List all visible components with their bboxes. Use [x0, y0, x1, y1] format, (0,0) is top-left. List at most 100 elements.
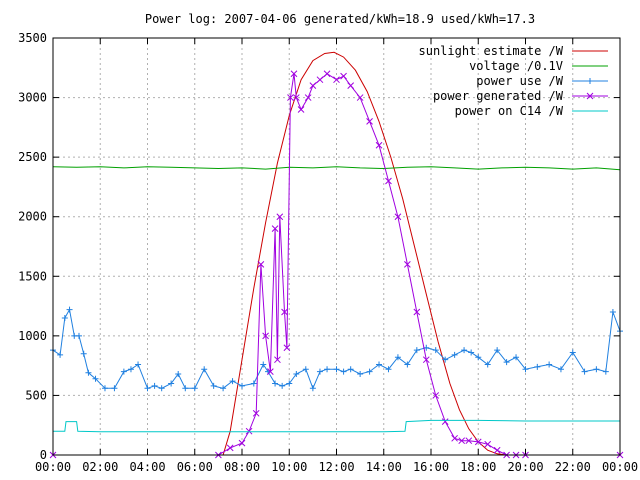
- data-point: [292, 94, 300, 101]
- data-point: [432, 392, 440, 399]
- data-point: [201, 366, 208, 373]
- legend-entry-power-on-c14-w: power on C14 /W: [455, 104, 608, 118]
- data-point: [262, 332, 269, 340]
- data-point: [366, 118, 373, 125]
- data-point: [283, 344, 291, 352]
- chart-title: Power log: 2007-04-06 generated/kWh=18.9…: [145, 12, 535, 26]
- data-point: [309, 385, 316, 392]
- data-point: [347, 82, 355, 90]
- data-point: [75, 332, 82, 339]
- data-point: [57, 351, 64, 358]
- data-point: [609, 309, 616, 316]
- data-point: [458, 437, 466, 445]
- x-tick-label: 04:00: [129, 460, 165, 474]
- x-tick-label: 08:00: [224, 460, 260, 474]
- data-point: [281, 308, 288, 316]
- data-point: [494, 347, 501, 354]
- y-tick-label: 2500: [18, 150, 47, 164]
- x-tick-label: 06:00: [177, 460, 213, 474]
- data-point: [182, 385, 189, 392]
- data-point: [557, 366, 564, 373]
- data-point: [333, 76, 340, 84]
- data-point: [101, 385, 108, 392]
- data-point: [302, 366, 309, 373]
- x-tick-label: 00:00: [602, 460, 638, 474]
- data-point: [323, 70, 331, 78]
- data-point: [465, 437, 473, 445]
- data-point: [245, 427, 253, 435]
- data-point: [226, 444, 234, 452]
- series-power-use-w: [50, 306, 623, 392]
- x-tick-label: 14:00: [366, 460, 402, 474]
- data-point: [475, 354, 482, 361]
- legend-entry-voltage-0-1v: voltage /0.1V: [469, 59, 608, 73]
- data-point: [432, 347, 439, 354]
- x-tick-label: 02:00: [82, 460, 118, 474]
- data-point: [276, 213, 284, 221]
- data-point: [297, 106, 305, 113]
- data-point: [111, 385, 118, 392]
- data-point: [340, 368, 347, 375]
- data-point: [168, 380, 175, 387]
- data-point: [451, 434, 458, 442]
- data-point: [340, 72, 347, 80]
- data-point: [385, 366, 392, 373]
- data-point: [238, 439, 246, 447]
- x-tick-label: 20:00: [507, 460, 543, 474]
- data-point: [522, 366, 529, 373]
- series-voltage-0-1v: [52, 166, 621, 171]
- data-point: [266, 368, 274, 375]
- data-point: [274, 356, 281, 364]
- data-point: [569, 349, 576, 356]
- data-point: [191, 385, 198, 392]
- data-point: [513, 354, 520, 361]
- data-point: [602, 368, 609, 375]
- series-line: [53, 419, 620, 433]
- data-point: [304, 94, 312, 101]
- data-point: [593, 366, 600, 373]
- data-point: [333, 366, 340, 373]
- data-point: [316, 368, 323, 375]
- y-axis: 0 500 1000 1500 2000 2500 3000 3500: [18, 31, 620, 462]
- legend-entry-power-use-w: power use /W: [476, 74, 608, 88]
- data-point: [461, 347, 468, 354]
- data-point: [546, 361, 553, 368]
- plot-frame: [52, 37, 621, 456]
- data-point: [257, 261, 265, 268]
- data-point: [385, 177, 392, 185]
- y-tick-label: 500: [25, 388, 47, 402]
- y-tick-label: 2000: [18, 210, 47, 224]
- legend-label: power on C14 /W: [455, 104, 564, 118]
- y-tick-label: 3500: [18, 31, 47, 45]
- y-tick-label: 1500: [18, 269, 47, 283]
- data-point: [442, 356, 449, 363]
- data-point: [92, 375, 99, 382]
- data-point: [271, 225, 279, 232]
- data-point: [272, 380, 279, 387]
- data-point: [135, 361, 142, 368]
- data-point: [175, 370, 182, 377]
- x-tick-label: 10:00: [271, 460, 307, 474]
- data-point: [127, 366, 134, 373]
- data-point: [260, 361, 267, 368]
- data-point: [586, 92, 594, 100]
- data-point: [356, 94, 364, 101]
- legend-label: power use /W: [476, 74, 563, 88]
- data-point: [309, 82, 317, 90]
- data-point: [404, 361, 411, 368]
- data-point: [503, 359, 510, 366]
- legend-entry-sunlight-estimate-w: sunlight estimate /W: [419, 44, 608, 58]
- data-point: [581, 368, 588, 375]
- data-point: [422, 356, 430, 364]
- legend-entry-power-generated-w: power generated /W: [433, 89, 608, 103]
- data-point: [293, 370, 300, 377]
- data-point: [120, 368, 127, 375]
- data-point: [394, 213, 402, 221]
- data-point: [151, 382, 158, 389]
- data-point: [229, 378, 236, 385]
- data-point: [484, 440, 492, 448]
- data-point: [61, 314, 68, 321]
- data-point: [366, 368, 373, 375]
- data-point: [316, 76, 324, 84]
